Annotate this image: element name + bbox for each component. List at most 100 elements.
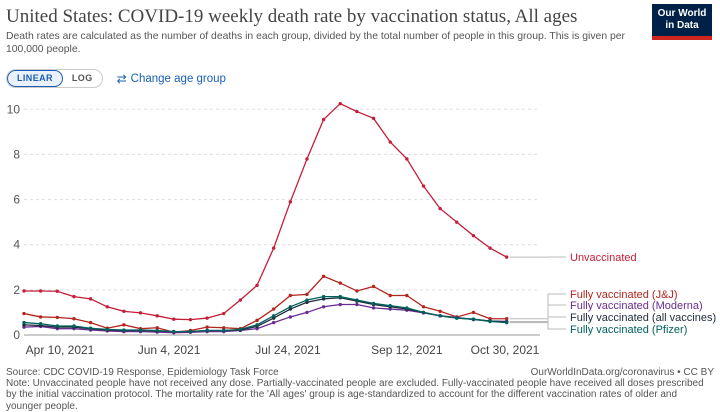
data-point: [38, 289, 43, 293]
x-tick-label: Apr 10, 2021: [26, 343, 95, 357]
data-point: [122, 323, 126, 327]
data-point: [321, 305, 326, 309]
series-line-4[interactable]: [23, 295, 507, 333]
series-label[interactable]: Fully vaccinated (Moderna): [570, 300, 703, 312]
data-point: [122, 309, 126, 313]
data-point: [105, 305, 109, 309]
data-point: [288, 305, 293, 309]
linear-scale-button[interactable]: LINEAR: [7, 70, 63, 87]
data-point: [88, 297, 93, 301]
log-scale-button[interactable]: LOG: [71, 73, 93, 83]
data-point: [305, 292, 309, 297]
data-point: [488, 246, 492, 250]
label-connector: [509, 322, 566, 330]
data-point: [421, 305, 426, 309]
y-tick-label: 4: [13, 238, 20, 252]
swap-arrows-icon: ⇄: [116, 71, 127, 86]
data-point: [305, 157, 309, 161]
source-url-link[interactable]: OurWorldInData.org/coronavirus • CC BY: [530, 367, 714, 378]
data-point: [388, 303, 392, 308]
data-point: [438, 314, 442, 318]
data-point: [55, 315, 59, 320]
data-point: [505, 320, 509, 325]
data-point: [305, 310, 309, 315]
y-gridlines: [24, 108, 540, 336]
data-point: [471, 233, 476, 238]
data-point: [488, 319, 492, 324]
data-point: [471, 310, 476, 315]
data-point: [72, 294, 76, 299]
change-age-group-button[interactable]: ⇄ Change age group: [117, 72, 226, 86]
scale-toggle[interactable]: LINEAR LOG: [6, 69, 103, 88]
data-point: [205, 325, 209, 329]
label-connector: [509, 316, 566, 323]
data-point: [188, 329, 193, 334]
data-point: [355, 109, 359, 114]
data-point: [405, 293, 409, 298]
data-point: [172, 317, 176, 321]
line-chart: 0 2 4 6 8 10 Apr 10, 2021 Jun 4, 2021 Jul 24, 2…: [7, 101, 716, 357]
data-point: [205, 316, 209, 320]
data-point: [505, 317, 509, 321]
data-point: [72, 317, 76, 321]
x-tick-label: Jul 24, 2021: [255, 343, 321, 357]
data-point: [388, 293, 392, 298]
data-point: [105, 327, 109, 332]
data-point: [138, 328, 143, 332]
data-point: [255, 318, 259, 323]
data-point: [88, 320, 93, 325]
chart-footer: Source: CDC COVID-19 Response, Epidemiol…: [6, 367, 714, 412]
data-point: [222, 326, 226, 330]
data-point: [55, 289, 59, 293]
chart-subtitle: Death rates are calculated as the number…: [6, 31, 626, 55]
data-point: [371, 284, 376, 289]
data-point: [288, 200, 293, 204]
data-point: [321, 274, 326, 279]
chart-controls: LINEAR LOG ⇄ Change age group: [6, 69, 226, 88]
series-label[interactable]: Unvaccinated: [570, 252, 637, 264]
data-point: [172, 329, 176, 334]
data-point: [371, 306, 376, 310]
data-point: [338, 281, 342, 285]
series-label[interactable]: Fully vaccinated (Pfizer): [570, 324, 687, 336]
data-point: [222, 311, 226, 316]
data-point: [255, 323, 259, 327]
data-point: [38, 322, 43, 326]
footnote: Note: Unvaccinated people have not recei…: [6, 378, 704, 412]
data-point: [155, 314, 159, 318]
logo-line-1: Our World: [657, 8, 707, 19]
chart-title: United States: COVID-19 weekly death rat…: [6, 6, 578, 27]
data-point: [271, 314, 276, 318]
data-point: [122, 328, 126, 332]
data-point: [205, 328, 209, 333]
data-point: [271, 246, 276, 250]
owid-logo[interactable]: Our World in Data: [652, 4, 712, 40]
data-point: [55, 324, 59, 328]
data-point: [271, 320, 276, 325]
series-line-1[interactable]: [23, 275, 507, 333]
series-line-0[interactable]: [24, 102, 508, 321]
change-age-group-label: Change age group: [130, 72, 226, 85]
y-tick-label: 8: [13, 147, 20, 161]
series-label[interactable]: Fully vaccinated (all vaccines): [570, 312, 716, 324]
x-tick-label: Sep 12, 2021: [371, 343, 443, 357]
data-point: [88, 326, 93, 330]
data-point: [305, 298, 309, 302]
data-point: [321, 117, 326, 122]
data-point: [271, 307, 276, 311]
x-axis-ticks: Apr 10, 2021 Jun 4, 2021 Jul 24, 2021 Sep 1…: [26, 343, 540, 357]
data-point: [471, 317, 476, 321]
data-point: [355, 302, 359, 307]
data-point: [321, 294, 326, 299]
data-point: [288, 293, 293, 298]
data-point: [438, 206, 442, 211]
series-lines: [22, 101, 509, 335]
data-point: [338, 294, 342, 299]
data-point: [22, 311, 26, 316]
series-label[interactable]: Fully vaccinated (J&J): [570, 289, 678, 301]
data-point: [188, 317, 193, 322]
data-point: [338, 101, 342, 106]
data-point: [238, 298, 243, 302]
data-point: [355, 289, 359, 293]
